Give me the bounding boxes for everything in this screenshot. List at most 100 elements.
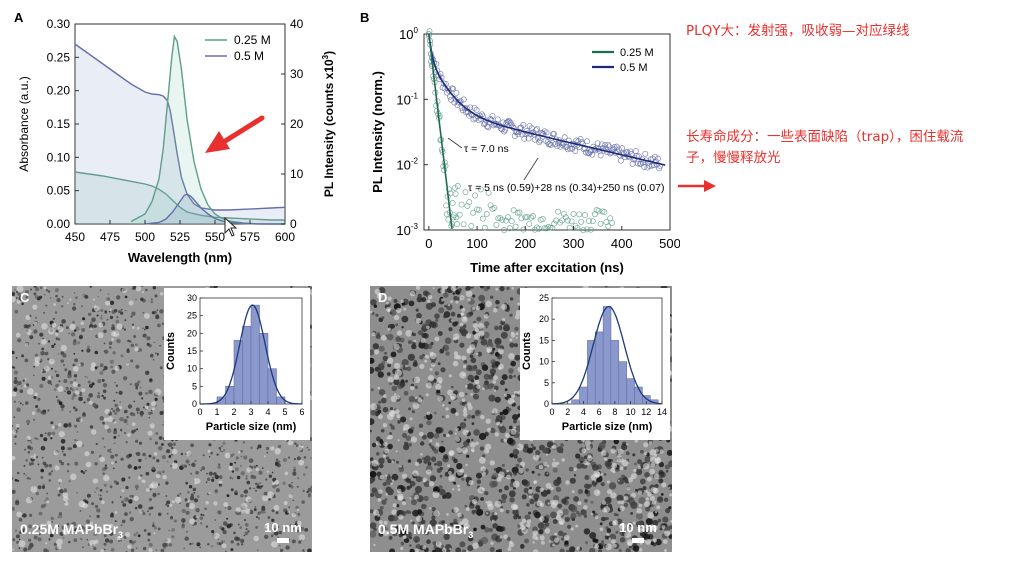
- tem-bright-spot: [58, 478, 62, 483]
- tem-particle: [96, 514, 100, 519]
- tem-particle: [12, 477, 14, 480]
- tem-particle: [149, 488, 152, 491]
- panel-a-xtick-label: 450: [65, 230, 85, 244]
- tem-bright-spot: [16, 286, 24, 293]
- tem-bright-spot: [624, 531, 631, 538]
- tem-bright-spot: [471, 450, 475, 453]
- tem-bright-spot: [552, 444, 557, 449]
- tem-bright-spot: [528, 489, 533, 494]
- tem-bright-spot: [498, 471, 505, 478]
- tem-particle: [33, 286, 37, 288]
- histogram-xtick-label: 2: [231, 407, 236, 417]
- tem-particle: [476, 479, 482, 484]
- tem-bright-spot: [487, 503, 494, 511]
- tem-particle: [412, 333, 416, 337]
- tem-bright-spot: [387, 376, 394, 383]
- tem-bright-spot: [526, 523, 531, 528]
- tem-particle: [14, 370, 18, 375]
- tem-particle: [60, 446, 65, 451]
- panel-b-point-025: [462, 189, 469, 196]
- tem-particle: [498, 326, 503, 331]
- tem-particle: [142, 406, 145, 409]
- tem-bright-spot: [195, 515, 199, 519]
- tem-bright-spot: [654, 460, 659, 465]
- tem-particle: [223, 540, 225, 543]
- tem-particle: [545, 514, 550, 520]
- tem-particle: [156, 309, 159, 311]
- tem-particle: [245, 475, 248, 477]
- tem-particle: [426, 420, 432, 426]
- tem-bright-spot: [630, 473, 637, 480]
- tem-bright-spot: [501, 318, 506, 322]
- tem-particle: [491, 473, 499, 480]
- tem-particle: [308, 492, 311, 496]
- tem-bright-spot: [72, 381, 78, 387]
- panel-b-ytick-label: 10-2: [396, 157, 418, 173]
- panel-b-point-025: [479, 215, 486, 222]
- tem-particle: [68, 530, 71, 533]
- tem-particle: [138, 465, 141, 469]
- tem-bright-spot: [109, 523, 114, 528]
- tem-particle: [29, 335, 34, 340]
- tem-particle: [74, 358, 78, 363]
- tem-particle: [109, 539, 113, 544]
- tem-bright-spot: [602, 507, 607, 513]
- tem-particle: [297, 477, 300, 480]
- tem-particle: [408, 428, 414, 434]
- panel-b-point-025: [560, 210, 567, 217]
- tem-particle: [118, 310, 122, 314]
- tem-particle: [423, 415, 427, 419]
- histogram-bar: [225, 386, 235, 405]
- panel-b-point-05: [598, 141, 605, 148]
- tem-particle: [304, 528, 309, 532]
- tem-particle: [162, 423, 164, 426]
- tem-bright-spot: [171, 462, 178, 469]
- tem-bright-spot: [647, 491, 652, 497]
- tem-particle: [154, 352, 157, 355]
- tem-particle: [142, 311, 145, 314]
- panel-b-point-025: [510, 207, 517, 214]
- tem-bright-spot: [437, 396, 444, 402]
- tem-particle: [103, 542, 107, 546]
- tem-particle: [569, 546, 576, 552]
- tem-particle: [155, 432, 159, 435]
- tem-particle: [644, 456, 651, 463]
- tem-particle: [401, 359, 409, 367]
- tem-bright-spot: [554, 537, 560, 543]
- tem-particle: [109, 359, 114, 364]
- panel-b-point-025: [485, 189, 492, 196]
- tem-particle: [378, 389, 386, 396]
- tem-particle: [94, 491, 96, 493]
- tem-particle: [91, 317, 96, 322]
- tem-particle: [96, 508, 101, 513]
- tem-particle: [382, 355, 389, 362]
- tem-particle: [509, 342, 515, 348]
- tem-particle: [137, 534, 141, 538]
- tem-particle: [72, 306, 77, 311]
- tem-particle: [650, 541, 655, 546]
- tem-particle: [408, 407, 411, 411]
- tem-particle: [14, 442, 17, 445]
- tem-particle: [513, 374, 516, 378]
- tem-particle: [109, 531, 114, 536]
- tem-bright-spot: [649, 495, 656, 501]
- tem-particle: [120, 308, 123, 311]
- tem-particle: [416, 312, 422, 319]
- tem-bright-spot: [619, 466, 624, 471]
- tem-particle: [408, 340, 412, 345]
- histogram-ytick-label: 15: [187, 346, 197, 356]
- panel-b-point-05: [485, 124, 492, 131]
- tem-particle: [179, 492, 182, 495]
- tem-bright-spot: [461, 398, 466, 402]
- tem-bright-spot: [379, 474, 385, 480]
- tem-particle: [120, 354, 124, 358]
- tem-particle: [589, 547, 596, 552]
- tem-particle: [272, 485, 276, 489]
- tem-bright-spot: [121, 287, 128, 294]
- tem-bright-spot: [274, 479, 279, 485]
- tem-bright-spot: [638, 547, 643, 552]
- tem-particle: [81, 305, 83, 308]
- panel-b-point-05: [655, 155, 661, 162]
- tem-particle: [188, 485, 193, 489]
- tem-particle: [577, 488, 583, 495]
